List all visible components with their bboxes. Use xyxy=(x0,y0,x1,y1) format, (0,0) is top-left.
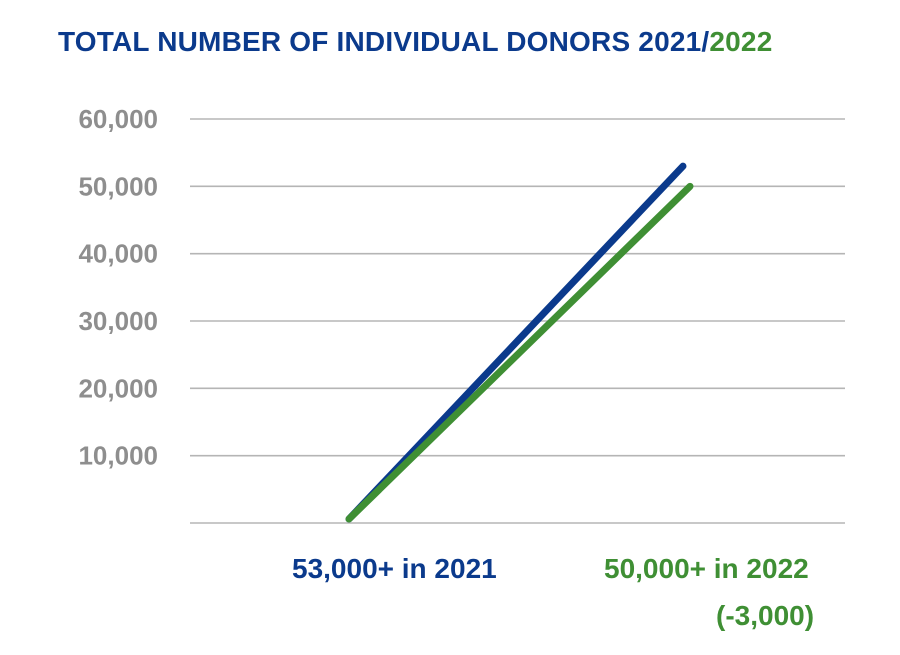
annotation-2022: 50,000+ in 2022 xyxy=(604,553,809,584)
y-tick-label: 10,000 xyxy=(78,441,158,471)
gridlines xyxy=(190,118,845,524)
y-axis-ticks: 10,000 20,000 30,000 40,000 50,000 60,000 xyxy=(78,104,158,471)
series-lines xyxy=(345,162,694,523)
annotation-2021: 53,000+ in 2021 xyxy=(292,553,497,584)
chart-title-part1: TOTAL NUMBER OF INDIVIDUAL DONORS 2021/ xyxy=(58,26,710,57)
y-tick-label: 40,000 xyxy=(78,239,158,269)
annotation-difference: (-3,000) xyxy=(716,600,815,631)
y-tick-label: 30,000 xyxy=(78,306,158,336)
series-line-1 xyxy=(345,182,694,523)
chart-title-part2: 2022 xyxy=(709,26,773,57)
chart-title: TOTAL NUMBER OF INDIVIDUAL DONORS 2021/2… xyxy=(58,26,772,58)
y-tick-label: 20,000 xyxy=(78,373,158,403)
y-tick-label: 60,000 xyxy=(78,104,158,134)
y-tick-label: 50,000 xyxy=(78,171,158,201)
